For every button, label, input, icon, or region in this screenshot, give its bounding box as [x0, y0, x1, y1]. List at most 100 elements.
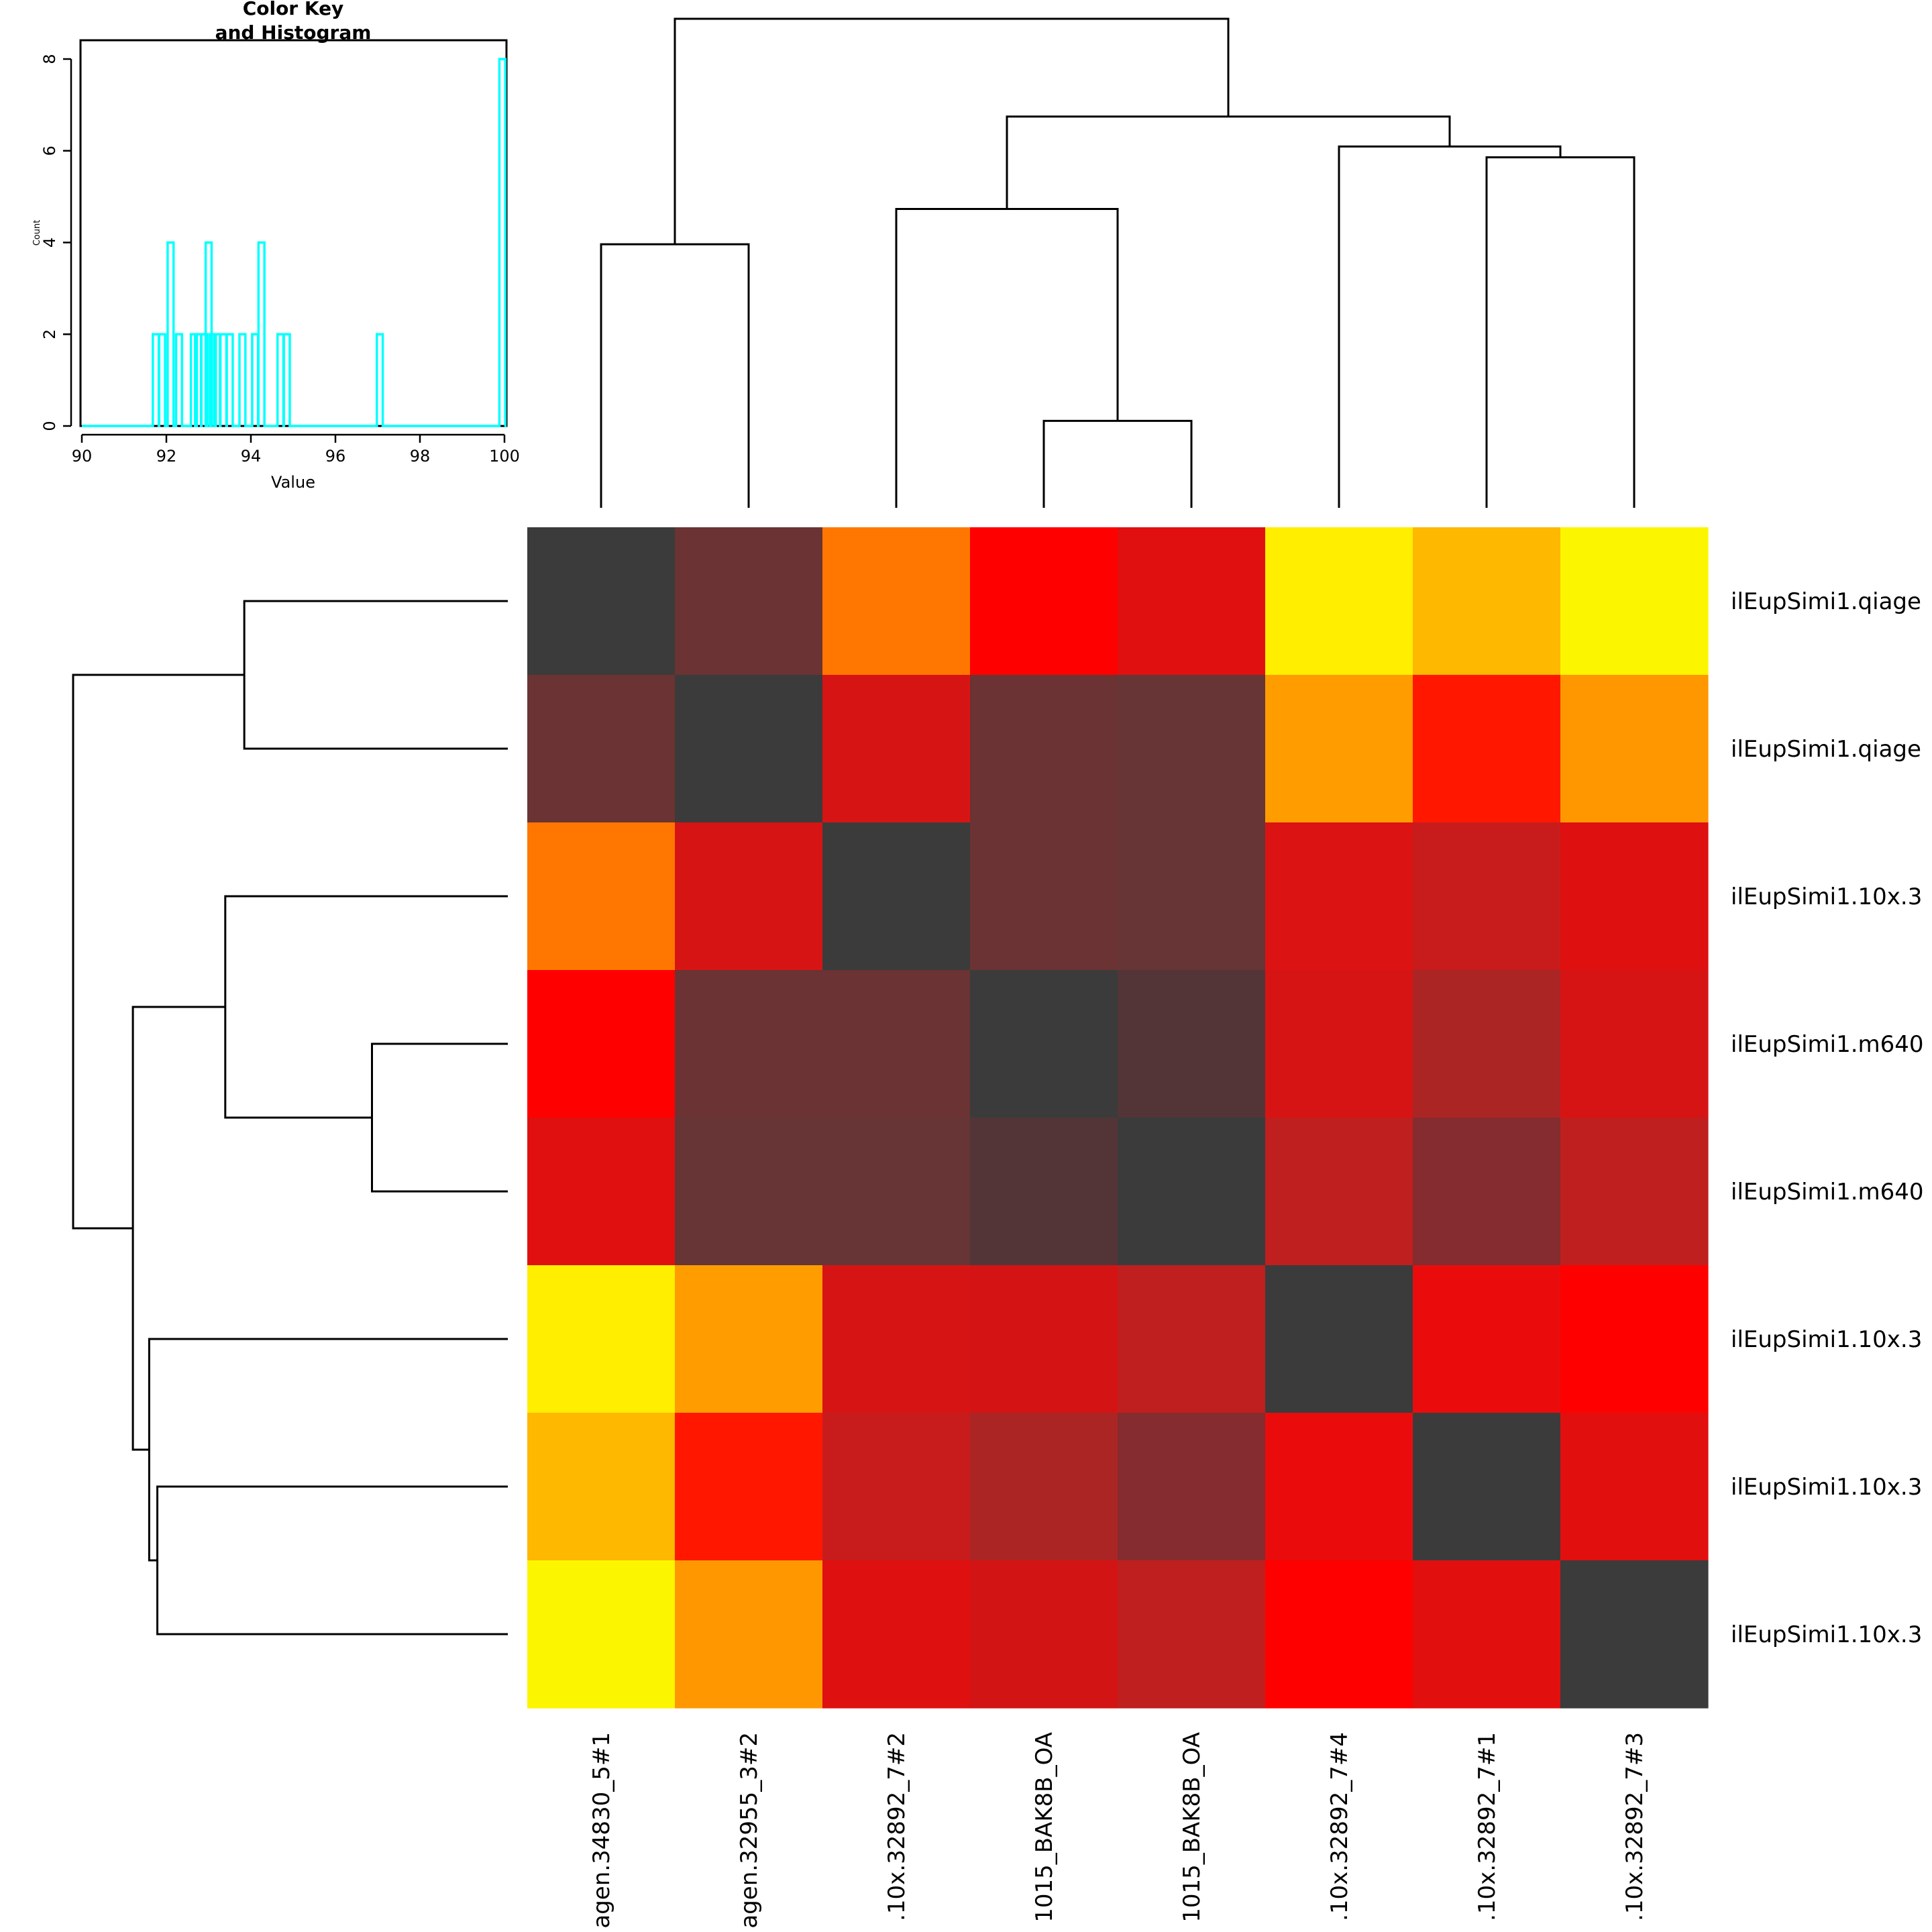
heatmap-cell	[1118, 1265, 1266, 1413]
heatmap-cell	[822, 1413, 971, 1561]
y-tick-label: 0	[40, 421, 59, 431]
x-tick-label: 98	[410, 447, 431, 466]
dendrogram-link	[224, 895, 508, 1119]
heatmap-cell	[1560, 1413, 1709, 1561]
heatmap-cell	[1118, 527, 1266, 676]
column-dendrogram	[600, 17, 1635, 508]
x-tick-label: 100	[489, 447, 520, 466]
dendrogram-link	[72, 674, 245, 1230]
heatmap-cell	[1560, 822, 1709, 971]
column-labels: agen.34830_5#1 agen.32955_3#2 .10x.32892_7…	[588, 1732, 1648, 1929]
heatmap-cell	[675, 527, 823, 676]
dendrogram-link	[243, 600, 508, 750]
heatmap-cell	[527, 675, 676, 823]
heatmap-cell	[822, 1560, 971, 1709]
heatmap-cell	[1413, 675, 1561, 823]
y-tick-label: 8	[40, 54, 59, 64]
heatmap-cell	[675, 822, 823, 971]
heatmap-cell	[1265, 822, 1413, 971]
dendrogram-link	[156, 1485, 508, 1635]
dendrogram-link	[148, 1338, 508, 1562]
heatmap-cell	[527, 1265, 676, 1413]
heatmap-cell	[675, 675, 823, 823]
heatmap-cell	[1118, 675, 1266, 823]
heatmap-cell	[1560, 1118, 1709, 1266]
heatmap-cell	[527, 970, 676, 1118]
column-label: 1015_BAK8B_OA	[1031, 1732, 1058, 1923]
heatmap-cell	[1413, 1118, 1561, 1266]
heatmap-cell	[527, 822, 676, 971]
heatmap-cell	[527, 527, 676, 676]
heatmap-cell	[675, 1413, 823, 1561]
color-key-y-axis: 0 2 4 6 8	[40, 54, 72, 431]
dendrogram-link	[131, 1006, 225, 1451]
color-key-x-label: Value	[271, 473, 315, 492]
heatmap-cell	[675, 970, 823, 1118]
column-label: .10x.32892_7#2	[883, 1732, 910, 1921]
heatmap-cell	[1265, 1118, 1413, 1266]
row-labels: ilEupSimi1.qiage ilEupSimi1.qiage ilEupSim…	[1731, 588, 1924, 1648]
column-label: .10x.32892_7#1	[1474, 1732, 1501, 1921]
color-key-title: Color Key	[243, 0, 344, 19]
heatmap-cell	[822, 970, 971, 1118]
row-label: ilEupSimi1.10x.3	[1731, 1474, 1922, 1501]
column-label: 1015_BAK8B_OA	[1179, 1732, 1205, 1923]
heatmap-cell	[822, 527, 971, 676]
heatmap-cell	[1265, 1413, 1413, 1561]
heatmap-cell	[1265, 527, 1413, 676]
row-dendrogram	[72, 600, 508, 1635]
heatmap-cell	[970, 675, 1118, 823]
column-label: .10x.32892_7#3	[1621, 1732, 1648, 1921]
row-label: ilEupSimi1.m640	[1731, 1031, 1924, 1058]
heatmap-cell	[1413, 970, 1561, 1118]
column-label: .10x.32892_7#4	[1326, 1732, 1353, 1921]
heatmap-cell	[1413, 1560, 1561, 1709]
heatmap-cell	[1560, 527, 1709, 676]
x-tick-label: 90	[72, 447, 93, 466]
heatmap-cell	[675, 1265, 823, 1413]
heatmap-cell	[1265, 1265, 1413, 1413]
row-label: ilEupSimi1.qiage	[1731, 736, 1921, 763]
row-label: ilEupSimi1.qiage	[1731, 588, 1921, 615]
dendrogram-link	[674, 17, 1230, 245]
heatmap-cell	[1118, 822, 1266, 971]
dendrogram-link	[600, 243, 750, 508]
dendrogram-link	[895, 208, 1119, 508]
row-label: ilEupSimi1.10x.3	[1731, 1621, 1922, 1648]
dendrogram-link	[1042, 419, 1193, 508]
color-key-x-axis: 90 92 94 96 98 100	[72, 433, 520, 466]
dendrogram-link	[1485, 156, 1635, 508]
heatmap-cell	[1118, 970, 1266, 1118]
row-label: ilEupSimi1.m640	[1731, 1179, 1924, 1205]
column-label: agen.32955_3#2	[736, 1732, 763, 1929]
heatmap-cell	[970, 970, 1118, 1118]
heatmap-cell	[822, 675, 971, 823]
heatmap-cell	[970, 1560, 1118, 1709]
y-tick-label: 4	[40, 237, 59, 248]
y-tick-label: 2	[40, 329, 59, 339]
dendrogram-link	[371, 1042, 508, 1193]
heatmap-cell	[527, 1118, 676, 1266]
dendrogram-link	[1006, 115, 1451, 209]
heatmap-cell	[1560, 675, 1709, 823]
color-key-plot-box	[79, 39, 508, 427]
column-label: agen.34830_5#1	[588, 1732, 615, 1929]
heatmap-cell	[970, 1118, 1118, 1266]
x-tick-label: 92	[156, 447, 177, 466]
heatmap-cell	[1560, 1265, 1709, 1413]
heatmap-cell	[970, 822, 1118, 971]
heatmap-cell	[822, 822, 971, 971]
heatmap-cell	[1118, 1560, 1266, 1709]
heatmap-cell	[1265, 1560, 1413, 1709]
heatmap-cell	[675, 1560, 823, 1709]
heatmap-cell	[822, 1265, 971, 1413]
x-tick-label: 94	[241, 447, 262, 466]
heatmap-cell	[1413, 1413, 1561, 1561]
heatmap-cell	[1413, 1265, 1561, 1413]
heatmap-cell	[970, 527, 1118, 676]
color-key-histogram: Color Key and Histogram 90 92 94 96 98 100 02…	[32, 0, 520, 492]
heatmap-cell	[527, 1560, 676, 1709]
y-tick-label: 6	[40, 146, 59, 156]
row-label: ilEupSimi1.10x.3	[1731, 1326, 1922, 1353]
